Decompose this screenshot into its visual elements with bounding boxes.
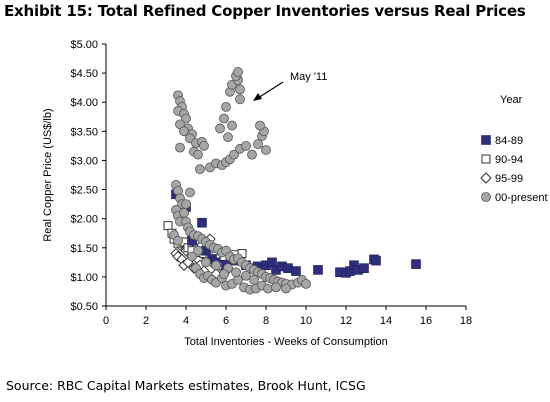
data-point <box>229 149 239 160</box>
y-tick-label: $2.50 <box>70 185 98 197</box>
plot-area <box>105 44 466 307</box>
data-point <box>291 266 301 276</box>
data-point <box>283 263 293 273</box>
data-point <box>173 235 183 246</box>
data-point <box>201 257 211 268</box>
data-point <box>263 283 273 294</box>
data-point <box>301 278 311 289</box>
data-point <box>175 142 185 153</box>
y-tick-label: $1.00 <box>70 272 98 284</box>
data-point <box>181 113 191 124</box>
legend-label: 84-89 <box>495 135 523 147</box>
data-point <box>255 120 265 131</box>
y-axis-ticks: $0.50 $1.00 $1.50 $2.00 $2.50 $3.00 $3.50 $4.00… <box>70 39 106 313</box>
data-point <box>231 267 241 278</box>
data-points <box>163 67 421 295</box>
data-point <box>181 199 191 210</box>
data-point <box>219 269 229 279</box>
x-tick-label: 4 <box>183 315 189 327</box>
data-point <box>371 255 381 266</box>
annotation-arrowhead <box>253 93 262 101</box>
data-point <box>179 207 189 218</box>
x-tick-label: 10 <box>300 315 312 327</box>
data-point <box>185 187 195 198</box>
data-point <box>193 149 203 160</box>
data-point <box>261 145 271 155</box>
legend-label: 95-99 <box>495 173 523 185</box>
y-tick-label: $4.00 <box>70 97 98 109</box>
data-point <box>187 251 197 262</box>
x-tick-label: 2 <box>143 315 149 327</box>
annotation-arrow-line <box>257 81 284 99</box>
data-point <box>411 259 421 269</box>
data-point <box>163 221 173 231</box>
y-tick-label: $0.50 <box>70 301 98 313</box>
source-note: Source: RBC Capital Markets estimates, B… <box>6 378 366 393</box>
x-axis-label: Total Inventories - Weeks of Consumption <box>184 336 387 348</box>
data-point <box>223 132 233 143</box>
legend-marker <box>481 135 491 145</box>
data-point <box>195 164 205 175</box>
legend-marker <box>480 172 492 184</box>
legend-title: Year <box>500 94 523 106</box>
data-point <box>197 217 207 228</box>
x-tick-label: 8 <box>263 315 269 327</box>
data-point <box>235 84 245 95</box>
y-tick-label: $1.50 <box>70 243 98 255</box>
legend-marker <box>481 154 491 164</box>
data-point <box>211 260 221 271</box>
x-tick-label: 14 <box>380 315 392 327</box>
y-tick-label: $5.00 <box>70 39 98 51</box>
data-point <box>215 123 225 134</box>
data-point <box>235 94 245 105</box>
legend-label: 90-94 <box>495 154 523 166</box>
y-axis-label: Real Copper Price (US$/lb) <box>42 108 54 241</box>
y-tick-label: $2.00 <box>70 214 98 226</box>
x-tick-label: 18 <box>460 315 472 327</box>
y-tick-label: $4.50 <box>70 68 98 80</box>
data-point <box>233 67 243 77</box>
data-point <box>241 270 251 281</box>
legend: Year 84-89 90-94 95-99 00-present <box>480 94 548 204</box>
x-tick-label: 12 <box>340 315 352 327</box>
annotation-may-11: May '11 <box>253 71 327 101</box>
data-point <box>193 245 203 256</box>
data-point <box>199 140 209 151</box>
data-point <box>249 274 259 285</box>
series-00-present <box>169 67 311 295</box>
legend-label: 00-present <box>495 192 548 204</box>
data-point <box>241 140 251 151</box>
data-point <box>313 265 323 275</box>
chart-title: Exhibit 15: Total Refined Copper Invento… <box>4 2 526 20</box>
data-point <box>219 113 229 124</box>
data-point <box>221 101 231 112</box>
data-point <box>227 120 237 131</box>
legend-marker <box>481 192 491 202</box>
data-point <box>281 283 291 294</box>
x-tick-label: 6 <box>223 315 229 327</box>
annotation-label: May '11 <box>290 71 327 83</box>
x-tick-label: 16 <box>420 315 432 327</box>
data-point <box>271 282 281 293</box>
x-axis-ticks: 0 2 4 6 8 10 12 14 16 18 <box>103 306 472 327</box>
x-tick-label: 0 <box>103 315 109 327</box>
data-point <box>247 149 257 160</box>
data-point <box>253 139 263 150</box>
data-point <box>359 263 369 273</box>
y-tick-label: $3.00 <box>70 155 98 167</box>
y-tick-label: $3.50 <box>70 126 98 138</box>
